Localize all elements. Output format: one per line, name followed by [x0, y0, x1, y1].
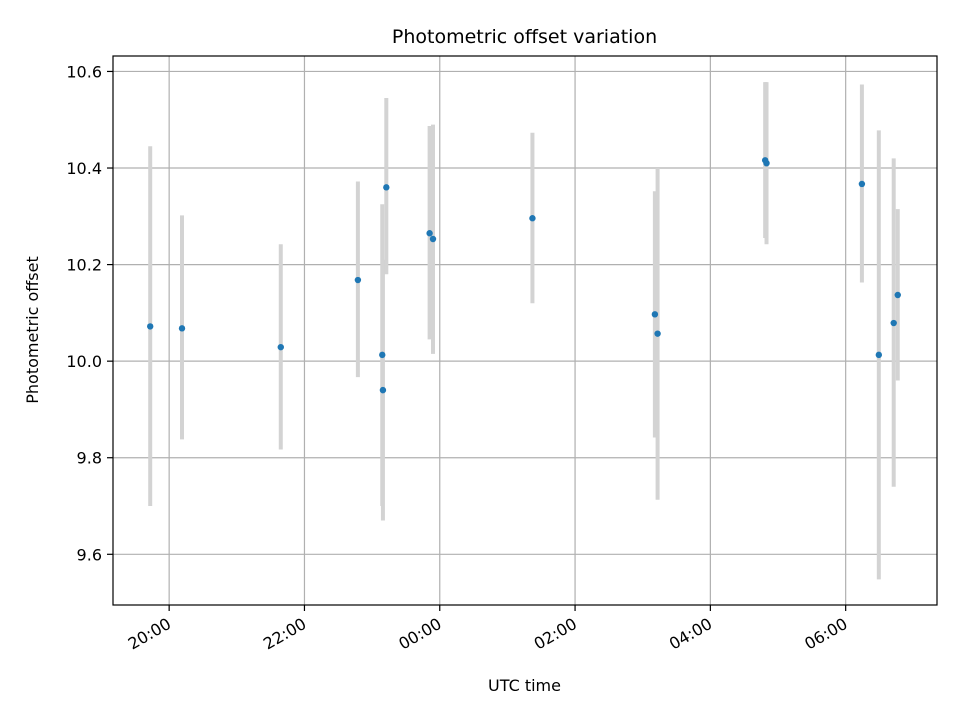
y-tick-label: 9.6 — [77, 545, 102, 564]
chart-title: Photometric offset variation — [392, 26, 657, 48]
data-point — [429, 235, 437, 243]
data-point — [379, 386, 387, 394]
y-axis-ticks: 9.6 9.8 10.0 10.2 10.4 10.6 — [66, 62, 113, 564]
y-tick-label: 10.4 — [66, 159, 102, 178]
data-point — [651, 311, 659, 318]
x-axis-label: UTC time — [488, 676, 561, 695]
data-point — [383, 184, 390, 191]
data-point — [178, 325, 186, 332]
data-points — [147, 157, 901, 394]
y-tick-label: 10.6 — [66, 62, 102, 81]
y-tick-label: 9.8 — [77, 449, 102, 468]
y-tick-label: 10.0 — [66, 352, 102, 371]
data-point — [763, 159, 770, 167]
data-point — [426, 230, 433, 237]
grid-lines — [113, 56, 937, 605]
data-point — [354, 276, 362, 284]
plot-area-frame — [112, 55, 938, 606]
data-point — [890, 319, 897, 327]
data-point — [379, 351, 386, 359]
data-point — [654, 330, 661, 337]
data-point — [277, 343, 284, 351]
data-point — [894, 291, 901, 299]
data-point — [875, 351, 883, 359]
data-point — [529, 215, 536, 222]
y-axis-label: Photometric offset — [23, 256, 42, 404]
data-point — [858, 180, 866, 188]
y-tick-label: 10.2 — [66, 256, 102, 275]
data-point — [147, 323, 154, 330]
